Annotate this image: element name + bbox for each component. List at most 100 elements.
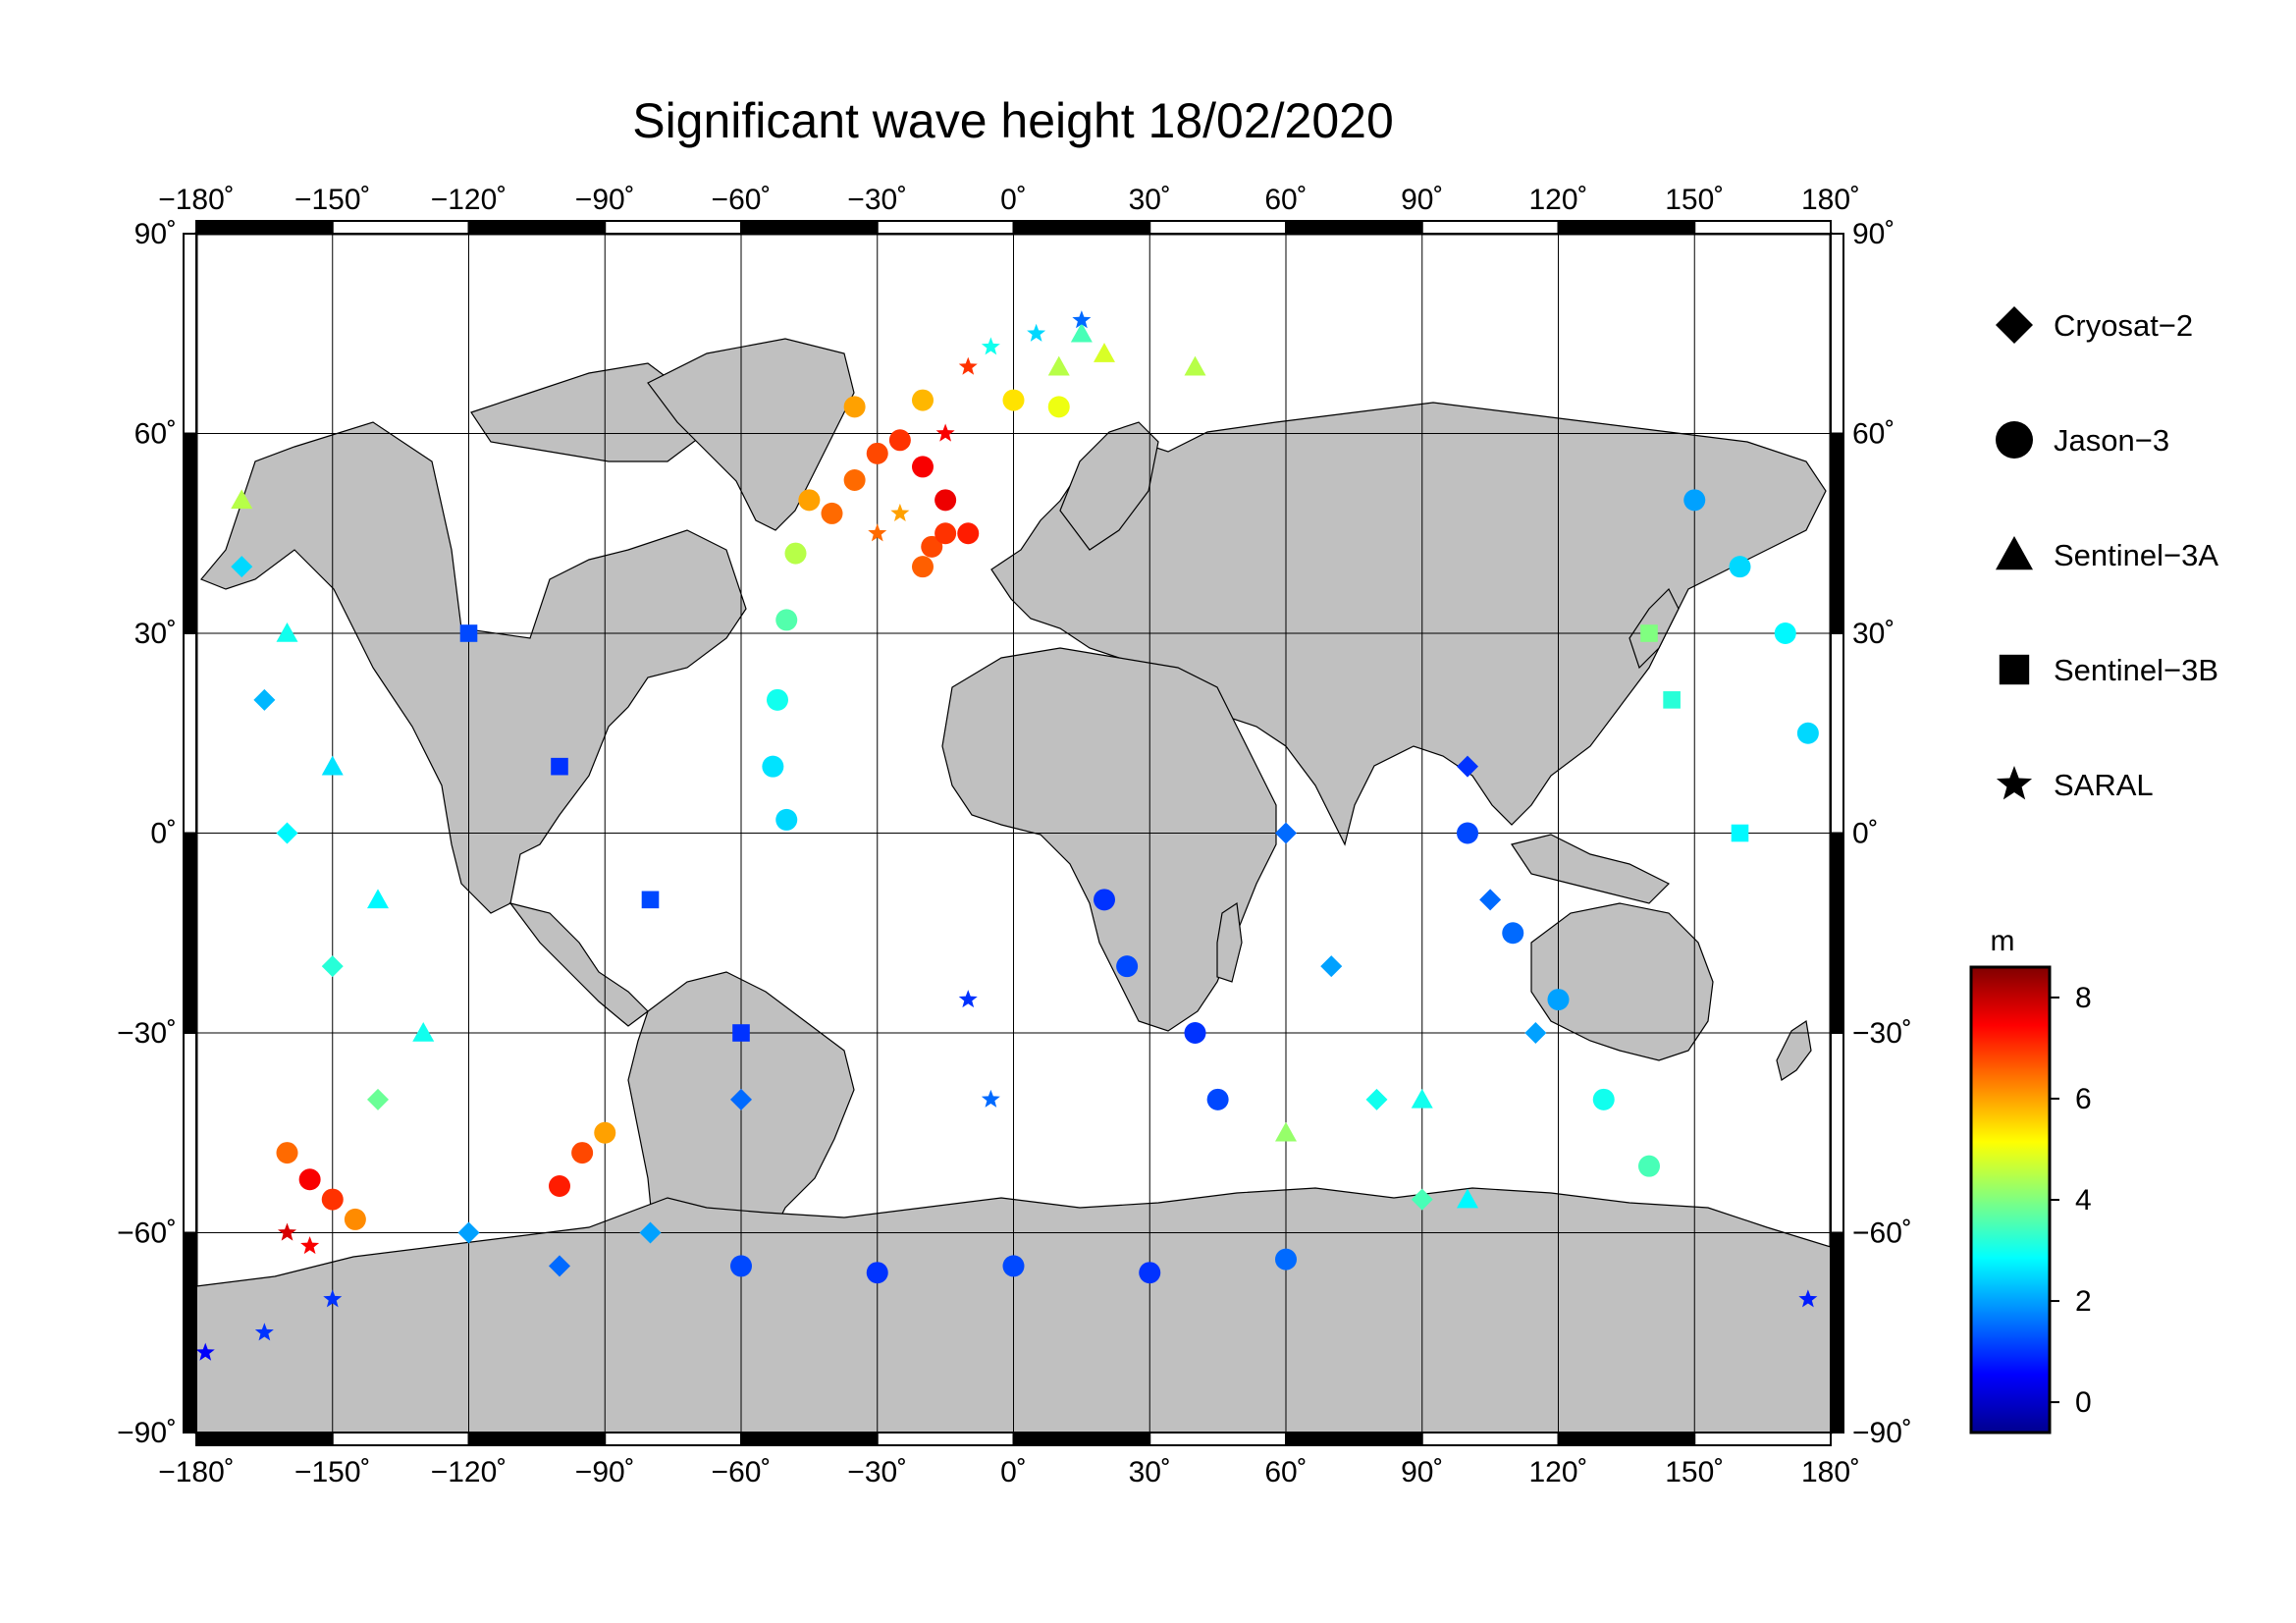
track-point <box>321 955 344 978</box>
track-point <box>981 337 1000 355</box>
track-point <box>730 1088 752 1110</box>
track-point <box>321 1188 344 1211</box>
track-point <box>1184 355 1206 376</box>
frame-bar-left <box>183 832 197 1034</box>
colorbar-tick-label: 0 <box>2075 1386 2092 1419</box>
lon-label-top: −180˚ <box>158 184 235 216</box>
track-point <box>843 396 866 418</box>
track-point <box>276 1142 298 1164</box>
legend-label: Sentinel−3A <box>2054 538 2218 572</box>
frame-bar-right <box>1830 1032 1844 1234</box>
lon-label-top: 0˚ <box>1000 184 1027 216</box>
colorbar-tick-label: 2 <box>2075 1285 2092 1318</box>
frame-bar-bottom <box>740 1432 879 1446</box>
track-point <box>276 622 298 642</box>
track-point <box>775 808 798 831</box>
map-panel: −180˚ −150˚ −120˚ −90˚ −60˚ −30˚ 0˚ 30˚ 60˚ 90˚ 12… <box>117 184 1912 1488</box>
colorbar-unit: m <box>1991 925 2015 957</box>
track-point <box>1774 622 1796 644</box>
track-point <box>762 755 784 778</box>
track-point <box>868 523 887 542</box>
legend-label: SARAL <box>2054 768 2154 802</box>
frame-bar-top <box>467 220 607 235</box>
lon-label-bottom: 0˚ <box>1000 1456 1027 1488</box>
map-title: Significant wave height 18/02/2020 <box>632 93 1394 148</box>
lon-label-top: −150˚ <box>294 184 371 216</box>
track-point <box>1206 1088 1229 1110</box>
track-point <box>1072 310 1092 329</box>
lon-label-bottom: 30˚ <box>1129 1456 1171 1488</box>
legend-item: Sentinel−3A <box>1996 536 2218 572</box>
satellite-tracks <box>196 310 1819 1361</box>
track-point <box>344 1208 366 1230</box>
lat-label-left: −60˚ <box>117 1217 177 1250</box>
lat-label-left: −90˚ <box>117 1417 177 1449</box>
lat-label-left: 30˚ <box>134 618 177 650</box>
track-point <box>890 503 910 521</box>
track-point <box>1411 1088 1433 1109</box>
track-point <box>866 442 888 464</box>
track-point <box>1502 922 1524 945</box>
land-new-zealand <box>1776 1019 1812 1081</box>
frame-bar-right <box>1830 832 1844 1034</box>
track-point <box>1411 1188 1433 1211</box>
land-madagascar <box>1216 901 1243 983</box>
track-point <box>367 889 389 909</box>
track-point <box>253 688 276 711</box>
track-point <box>254 1323 274 1341</box>
frame-bar-top <box>1420 220 1560 235</box>
track-point <box>1479 889 1502 911</box>
track-point <box>321 755 344 776</box>
frame-bar-bottom <box>467 1432 607 1446</box>
legend-label: Cryosat−2 <box>2054 308 2193 343</box>
frame-bar-right <box>1830 632 1844 835</box>
lon-label-bottom: 90˚ <box>1401 1456 1443 1488</box>
track-point <box>549 1175 570 1198</box>
land-scandinavia <box>1059 421 1159 551</box>
track-point <box>912 389 934 411</box>
track-point <box>277 1222 297 1241</box>
diamond-icon <box>1996 306 2033 344</box>
track-point <box>1070 322 1093 343</box>
frame-bar-top <box>604 220 742 235</box>
track-point <box>921 535 943 558</box>
lon-label-top: 120˚ <box>1528 184 1587 216</box>
track-point <box>912 456 934 478</box>
track-point <box>732 1024 750 1042</box>
legend-item: Jason−3 <box>1996 421 2169 459</box>
track-series <box>231 322 1478 1209</box>
track-point <box>1524 1022 1547 1044</box>
track-point <box>1457 822 1478 844</box>
track-point <box>300 1236 320 1255</box>
land-southeast-asia <box>1511 834 1671 904</box>
circle-icon <box>1996 421 2033 459</box>
frame-bar-top <box>1148 220 1287 235</box>
track-point <box>912 556 934 578</box>
track-point <box>549 1255 570 1277</box>
lat-label-right: −90˚ <box>1852 1417 1912 1449</box>
track-point <box>888 429 911 452</box>
track-series <box>459 624 1749 1042</box>
frame-bar-bottom <box>1148 1432 1287 1446</box>
track-point <box>1638 1155 1660 1177</box>
frame-bar-bottom <box>1420 1432 1560 1446</box>
track-point <box>1002 389 1025 411</box>
frame-bar-left <box>183 233 197 435</box>
track-series <box>196 310 1818 1361</box>
lat-label-right: −30˚ <box>1852 1017 1912 1050</box>
frame-bar-top <box>331 220 470 235</box>
track-point <box>571 1142 594 1164</box>
track-point <box>457 1221 480 1244</box>
lon-label-top: −90˚ <box>575 184 635 216</box>
frame-bar-bottom <box>876 1432 1015 1446</box>
frame-bar-left <box>183 1231 197 1434</box>
colorbar-gradient <box>1969 965 2052 1434</box>
track-point <box>1275 822 1297 844</box>
frame-bar-bottom <box>1557 1432 1696 1446</box>
colorbar-tick-label: 8 <box>2075 982 2092 1014</box>
track-point <box>1729 556 1751 578</box>
track-point <box>1275 1248 1297 1271</box>
track-point <box>934 489 957 512</box>
track-point <box>1275 1121 1297 1142</box>
